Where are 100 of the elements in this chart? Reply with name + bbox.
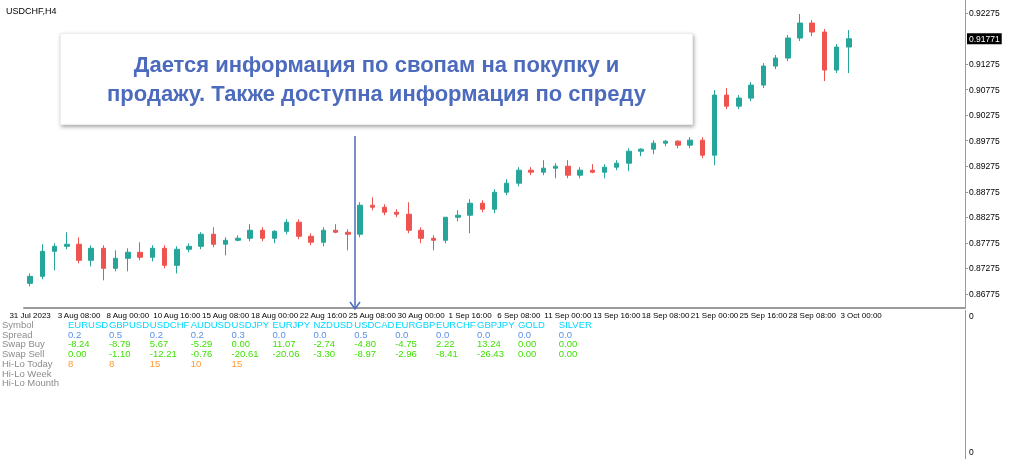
candlestick [223,236,228,256]
category-label: EURUSD [68,319,109,330]
category-label: Swap Sell [2,348,45,360]
x-tick-label: 3 Oct 00:00 [840,310,883,320]
candlestick [113,249,118,272]
candlestick [590,163,595,174]
text: 0.0 [477,328,491,340]
x-tick-label: 18 Sep 08:00 [641,310,690,320]
y-tick-label: 0.88775 [969,186,1000,197]
candlestick [724,87,729,110]
candlestick [541,159,546,176]
candlestick [565,159,571,179]
text: 11.07 [272,338,296,350]
category-label: SILVER [558,319,592,330]
candlestick [247,223,253,242]
candlestick [370,196,375,211]
candlestick [700,136,705,159]
x-tick-label: 15 Aug 08:00 [202,310,250,320]
text: -8.41 [436,348,458,360]
candlestick [76,236,82,264]
candlestick [198,231,204,250]
text: -20.61 [231,348,259,360]
x-tick-label: 10 Aug 16:00 [153,310,201,320]
text: -8.24 [68,338,90,350]
candlestick [40,243,45,280]
candlestick [394,208,399,218]
y-tick-label: 0.92275 [969,8,1000,19]
candlestick [553,162,558,179]
x-tick-label: 6 Sep 08:00 [497,310,542,320]
candlestick [834,43,839,74]
candlestick [602,163,607,179]
candlestick [455,209,461,222]
candlestick [528,166,534,176]
text: 0.2 [149,328,164,340]
candlestick [284,218,289,235]
text: 0.0 [558,328,573,340]
text: 0 [969,311,974,321]
candlestick [345,228,351,251]
text: 0.00 [517,348,537,360]
y-tick-label: 0.90275 [969,110,1000,121]
candlestick [357,201,363,238]
candlestick [88,244,94,267]
text: -2.96 [395,348,417,360]
candlestick [626,147,632,172]
y-tick-label: 0.87775 [969,237,1000,248]
text: 15 [231,357,243,369]
candlestick [761,62,766,89]
candlestick [308,232,314,246]
text: -1.10 [108,348,131,360]
text: -8.97 [354,348,376,360]
candlestick [651,139,656,155]
x-tick-label: 28 Sep 08:00 [788,310,837,320]
category-label: GBPUSD [108,319,150,330]
text: -4.80 [354,338,376,350]
text: -20.06 [272,348,300,360]
text: 5.67 [149,338,169,350]
category-label: Hi-Lo Mounth [2,377,60,389]
x-tick-label: 21 Sep 00:00 [690,310,739,320]
y-tick-label: 0.89775 [969,135,1000,146]
x-tick-label: 22 Aug 16:00 [299,310,348,320]
text: -2.74 [313,338,336,350]
candlestick [516,166,522,187]
text: -8.79 [108,338,131,350]
candlestick [736,94,742,110]
candlestick [504,178,509,196]
candlestick [137,241,143,261]
text: -3.30 [313,348,336,360]
text: 0.0 [272,328,286,340]
candlestick [431,234,436,251]
candlestick [846,29,852,74]
text: 0.00 [231,338,251,350]
category-label: EURCHF [436,319,476,330]
candlestick [296,218,302,240]
category-label: Hi-Lo Week [2,367,52,379]
text: 15 [149,357,161,369]
candlestick [406,201,412,234]
y-tick-label: 0.86775 [969,288,1000,299]
text: 0.5 [108,328,123,340]
text: 0.5 [354,328,368,340]
x-tick-label: 30 Aug 00:00 [397,310,446,320]
candlestick [467,198,473,234]
text: -0.76 [190,348,213,360]
x-tick-label: 18 Aug 00:00 [250,310,299,320]
text: 0.0 [313,328,327,340]
candlestick [260,226,265,242]
text: Symbol [2,319,34,330]
candlestick [712,89,717,166]
text: 13.24 [477,338,501,350]
text: -4.75 [395,338,417,350]
candlestick [748,81,754,102]
text: -12.21 [149,348,177,360]
y-tick-label: 0.91275 [969,59,1000,70]
candlestick [797,13,803,42]
text: 8 [108,357,115,369]
category-label: USDJPY [231,319,270,330]
text: 0.00 [68,348,87,360]
candlestick [577,166,583,179]
text: 0.0 [436,328,450,340]
candlestick [675,139,681,149]
text: 8 [68,357,74,369]
